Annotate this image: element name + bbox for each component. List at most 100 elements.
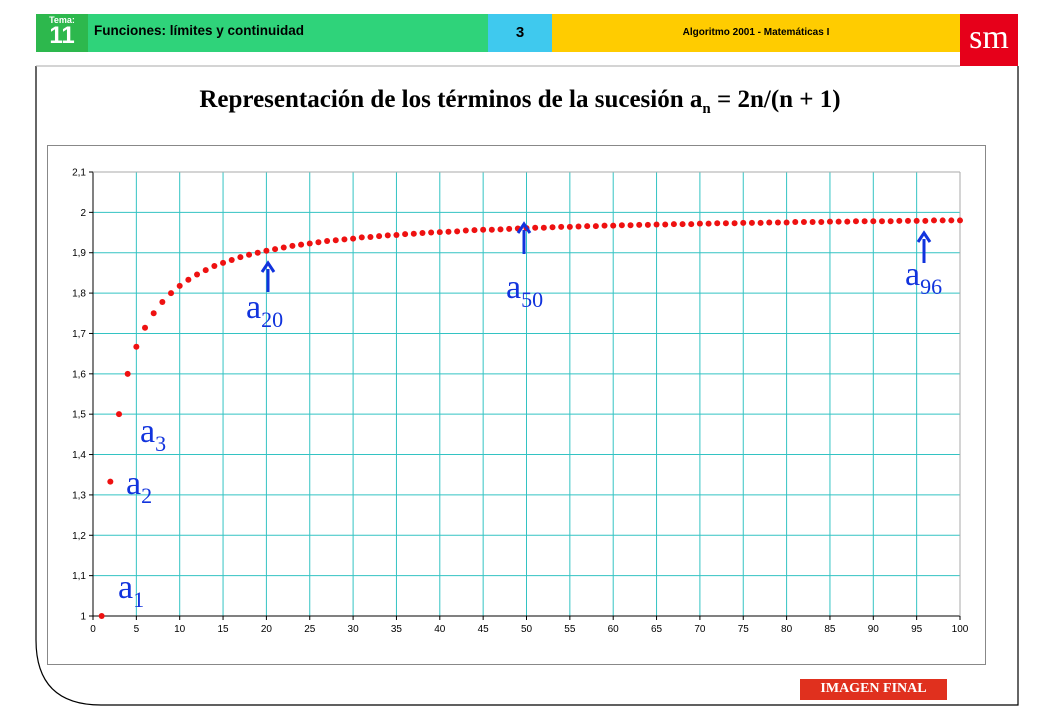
y-tick-label: 1,9	[72, 248, 86, 259]
final-image-badge: IMAGEN FINAL	[800, 679, 947, 700]
data-point	[428, 229, 435, 236]
data-point	[861, 218, 868, 225]
y-tick-label: 1	[80, 612, 86, 623]
data-point	[601, 222, 608, 229]
data-point	[558, 223, 565, 230]
data-point	[306, 240, 313, 247]
data-point	[722, 220, 729, 227]
data-point	[592, 223, 599, 230]
x-tick-label: 35	[391, 624, 403, 635]
arrow-head	[916, 230, 932, 243]
data-point	[766, 219, 773, 226]
data-point	[913, 217, 920, 224]
data-point	[740, 219, 747, 226]
x-tick-label: 5	[134, 624, 140, 635]
data-point	[957, 217, 963, 224]
data-point	[826, 218, 833, 225]
data-point	[705, 220, 712, 227]
x-tick-label: 65	[651, 624, 663, 635]
data-point	[263, 247, 270, 254]
x-tick-label: 50	[521, 624, 533, 635]
data-point	[393, 231, 400, 238]
y-tick-label: 1,6	[72, 369, 86, 380]
data-point	[228, 256, 235, 263]
annotation-base: a	[126, 465, 141, 502]
x-tick-label: 95	[911, 624, 923, 635]
arrow-head	[516, 221, 532, 234]
tema-label: Tema:	[49, 15, 75, 25]
data-point	[644, 221, 651, 228]
data-point	[870, 218, 877, 225]
data-point	[332, 237, 339, 244]
data-point	[246, 251, 253, 258]
data-point	[194, 271, 201, 278]
data-point	[584, 223, 591, 230]
x-tick-label: 80	[781, 624, 793, 635]
data-point	[532, 224, 539, 231]
data-point	[636, 221, 643, 228]
data-point	[341, 236, 348, 243]
data-point	[540, 224, 547, 231]
data-point	[714, 220, 721, 227]
data-point	[107, 478, 114, 485]
data-point	[488, 226, 495, 233]
data-point	[142, 324, 149, 331]
x-tick-label: 30	[348, 624, 360, 635]
data-point	[150, 310, 157, 317]
topic-title: Funciones: límites y continuidad	[94, 23, 305, 38]
x-tick-label: 55	[564, 624, 576, 635]
data-point	[176, 282, 183, 289]
chart-container: 0 5 10 15 20 25 30 35 40 45 50 55 60 65 70 75 80 85 90 95 10…	[47, 145, 986, 665]
y-tick-label: 1,5	[72, 410, 86, 421]
data-point	[220, 259, 227, 266]
annotation-subscript: 96	[920, 274, 942, 299]
data-point	[497, 226, 504, 233]
annotation-base: a	[118, 569, 133, 606]
annotation-subscript: 1	[133, 587, 144, 612]
data-point	[627, 222, 634, 229]
y-tick-label: 1,2	[72, 531, 86, 542]
x-tick-label: 60	[608, 624, 620, 635]
data-point	[324, 238, 331, 245]
data-point	[783, 219, 790, 226]
data-point	[835, 218, 842, 225]
y-tick-label: 2,1	[72, 168, 86, 179]
data-point	[436, 229, 443, 236]
data-point	[98, 613, 105, 619]
data-point	[315, 239, 322, 246]
data-point	[471, 227, 478, 234]
data-point	[774, 219, 781, 226]
title-prefix: Representación de los términos de la suc…	[199, 86, 703, 113]
x-tick-label: 45	[478, 624, 490, 635]
data-point	[168, 290, 175, 297]
data-point	[878, 218, 885, 225]
data-point	[610, 222, 617, 229]
data-point	[462, 227, 469, 234]
data-point	[939, 217, 946, 224]
data-point	[896, 217, 903, 224]
data-point	[948, 217, 955, 224]
title-suffix: = 2n/(n + 1)	[710, 86, 841, 113]
annotation-a96: a96	[905, 256, 942, 299]
annotation-base: a	[140, 413, 155, 450]
data-point	[818, 219, 825, 226]
data-point	[792, 219, 799, 226]
data-point	[289, 242, 296, 249]
data-point	[419, 229, 426, 236]
data-point	[696, 220, 703, 227]
data-point	[402, 231, 409, 238]
data-point	[904, 217, 911, 224]
data-point	[618, 222, 625, 229]
data-point	[298, 241, 305, 248]
x-tick-label: 75	[738, 624, 750, 635]
sm-logo: sm	[960, 14, 1018, 66]
x-tick-label: 0	[90, 624, 96, 635]
data-point	[930, 217, 937, 224]
annotation-a50: a50	[506, 269, 543, 312]
data-point	[480, 226, 487, 233]
data-point	[748, 219, 755, 226]
data-point	[116, 411, 123, 418]
data-point	[133, 343, 140, 350]
data-point	[731, 220, 738, 227]
data-point	[350, 235, 357, 242]
